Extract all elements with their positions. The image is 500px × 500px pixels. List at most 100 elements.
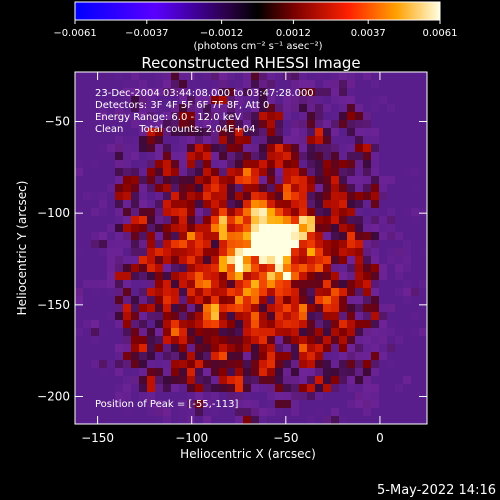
heatmap-cell	[323, 288, 332, 297]
heatmap-cell	[131, 96, 140, 105]
heatmap-cell	[187, 128, 196, 137]
heatmap-cell	[259, 184, 268, 193]
heatmap-cell	[83, 280, 92, 289]
heatmap-cell	[163, 264, 172, 273]
heatmap-cell	[403, 320, 412, 329]
heatmap-cell	[203, 152, 212, 161]
heatmap-cell	[355, 128, 364, 137]
heatmap-cell	[211, 336, 220, 345]
heatmap-cell	[371, 176, 380, 185]
heatmap-cell	[307, 280, 316, 289]
heatmap-cell	[179, 208, 188, 217]
heatmap-cell	[211, 240, 220, 249]
heatmap-cell	[259, 264, 268, 273]
heatmap-cell	[267, 128, 276, 137]
heatmap-cell	[155, 168, 164, 177]
heatmap-cell	[75, 104, 84, 113]
heatmap-cell	[187, 360, 196, 369]
heatmap-cell	[75, 192, 84, 201]
heatmap-cell	[203, 232, 212, 241]
heatmap-cell	[323, 400, 332, 409]
heatmap-cell	[187, 168, 196, 177]
heatmap-cell	[371, 344, 380, 353]
heatmap-cell	[419, 256, 427, 265]
heatmap-cell	[195, 112, 204, 121]
heatmap-cell	[267, 224, 276, 233]
heatmap-cell	[179, 112, 188, 121]
heatmap-cell	[387, 256, 396, 265]
heatmap-cell	[267, 360, 276, 369]
heatmap-cell	[363, 368, 372, 377]
heatmap-cell	[211, 136, 220, 145]
heatmap-cell	[219, 376, 228, 385]
heatmap-cell	[275, 72, 284, 81]
heatmap-cell	[123, 256, 132, 265]
heatmap-cell	[379, 200, 388, 209]
heatmap-cell	[243, 376, 252, 385]
heatmap-cell	[411, 72, 420, 81]
heatmap-cell	[107, 224, 116, 233]
heatmap-cell	[275, 272, 284, 281]
heatmap-cell	[235, 376, 244, 385]
heatmap-cell	[339, 224, 348, 233]
heatmap-cell	[387, 400, 396, 409]
heatmap-cell	[331, 256, 340, 265]
heatmap-cell	[395, 296, 404, 305]
heatmap-cell	[235, 120, 244, 129]
heatmap-cell	[395, 328, 404, 337]
heatmap-cell	[83, 144, 92, 153]
heatmap-cell	[307, 80, 316, 89]
heatmap-cell	[355, 344, 364, 353]
heatmap-cell	[155, 232, 164, 241]
heatmap-cell	[299, 200, 308, 209]
heatmap-cell	[123, 376, 132, 385]
heatmap-cell	[419, 144, 427, 153]
heatmap-cell	[91, 144, 100, 153]
heatmap-cell	[275, 160, 284, 169]
heatmap-cell	[91, 216, 100, 225]
heatmap-cell	[259, 304, 268, 313]
heatmap-cell	[259, 224, 268, 233]
heatmap-cell	[123, 336, 132, 345]
heatmap-cell	[243, 248, 252, 257]
heatmap-cell	[315, 312, 324, 321]
heatmap-cell	[315, 280, 324, 289]
heatmap-cell	[155, 80, 164, 89]
heatmap-cell	[83, 152, 92, 161]
heatmap-cell	[147, 304, 156, 313]
heatmap-cell	[283, 352, 292, 361]
heatmap-cell	[315, 264, 324, 273]
heatmap-cell	[315, 152, 324, 161]
heatmap-cell	[371, 352, 380, 361]
heatmap-cell	[331, 400, 340, 409]
heatmap-cell	[179, 88, 188, 97]
heatmap-cell	[411, 304, 420, 313]
heatmap-cell	[363, 312, 372, 321]
heatmap-cell	[115, 192, 124, 201]
heatmap-cell	[171, 392, 180, 401]
heatmap-cell	[283, 288, 292, 297]
heatmap-cell	[267, 392, 276, 401]
heatmap-cell	[307, 400, 316, 409]
heatmap-cell	[379, 320, 388, 329]
heatmap-cell	[291, 144, 300, 153]
x-tick-label: −150	[81, 431, 114, 445]
heatmap-cell	[107, 264, 116, 273]
heatmap-cell	[331, 304, 340, 313]
heatmap-cell	[123, 168, 132, 177]
heatmap-cell	[395, 208, 404, 217]
heatmap-cell	[339, 384, 348, 393]
heatmap-cell	[227, 152, 236, 161]
heatmap-cell	[219, 192, 228, 201]
heatmap-cell	[371, 312, 380, 321]
heatmap-cell	[235, 384, 244, 393]
heatmap-cell	[411, 312, 420, 321]
heatmap-cell	[251, 376, 260, 385]
heatmap-cell	[283, 208, 292, 217]
heatmap-cell	[275, 128, 284, 137]
heatmap-cell	[99, 272, 108, 281]
heatmap-cell	[83, 264, 92, 273]
heatmap-cell	[379, 392, 388, 401]
y-tick-label: −50	[45, 115, 70, 129]
heatmap-cell	[163, 256, 172, 265]
